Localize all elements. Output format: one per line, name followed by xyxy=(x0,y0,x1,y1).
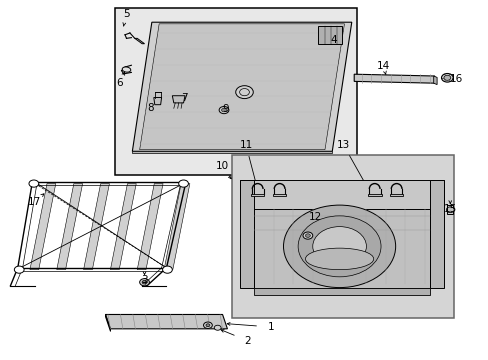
Polygon shape xyxy=(389,194,403,196)
Polygon shape xyxy=(353,74,434,83)
Text: 9: 9 xyxy=(222,104,229,114)
Circle shape xyxy=(140,279,149,286)
Polygon shape xyxy=(140,24,344,150)
Polygon shape xyxy=(254,288,429,295)
Polygon shape xyxy=(163,184,189,270)
Text: 17: 17 xyxy=(28,197,41,207)
Circle shape xyxy=(178,180,188,187)
Polygon shape xyxy=(137,184,163,270)
Circle shape xyxy=(203,322,212,328)
Circle shape xyxy=(303,232,312,239)
Bar xyxy=(115,8,356,175)
Circle shape xyxy=(29,180,39,187)
Polygon shape xyxy=(317,26,341,44)
Circle shape xyxy=(305,234,310,237)
Polygon shape xyxy=(132,151,331,153)
Text: 2: 2 xyxy=(244,336,250,346)
Circle shape xyxy=(142,280,147,284)
Polygon shape xyxy=(30,184,56,270)
Circle shape xyxy=(162,266,172,273)
Text: 15: 15 xyxy=(443,204,456,215)
Polygon shape xyxy=(433,76,436,85)
Circle shape xyxy=(235,86,253,99)
Polygon shape xyxy=(57,184,82,270)
Polygon shape xyxy=(110,184,136,270)
Text: 10: 10 xyxy=(215,161,228,171)
Polygon shape xyxy=(172,96,184,103)
Polygon shape xyxy=(254,209,429,288)
Polygon shape xyxy=(132,22,351,151)
Ellipse shape xyxy=(122,67,130,72)
Text: 14: 14 xyxy=(376,61,389,71)
Text: 16: 16 xyxy=(448,74,462,84)
Circle shape xyxy=(441,73,452,82)
Polygon shape xyxy=(250,194,264,196)
Text: 1: 1 xyxy=(267,322,274,332)
Polygon shape xyxy=(83,184,109,270)
Text: 6: 6 xyxy=(116,78,123,88)
Polygon shape xyxy=(135,39,144,44)
Text: 7: 7 xyxy=(181,93,187,103)
Circle shape xyxy=(14,266,24,273)
Polygon shape xyxy=(447,205,452,214)
Text: 13: 13 xyxy=(336,140,349,150)
Polygon shape xyxy=(105,315,110,331)
Circle shape xyxy=(443,75,450,80)
Text: 11: 11 xyxy=(239,140,252,150)
Circle shape xyxy=(205,324,209,327)
Circle shape xyxy=(239,89,249,96)
Polygon shape xyxy=(367,194,381,196)
Polygon shape xyxy=(154,98,161,105)
Circle shape xyxy=(219,107,228,114)
Text: 3: 3 xyxy=(141,275,147,285)
Text: 12: 12 xyxy=(308,212,321,221)
Text: 8: 8 xyxy=(147,103,153,113)
Circle shape xyxy=(214,325,221,330)
Text: 5: 5 xyxy=(122,9,129,19)
Circle shape xyxy=(221,108,226,112)
Circle shape xyxy=(283,205,395,288)
Circle shape xyxy=(312,226,366,266)
Circle shape xyxy=(446,207,453,213)
Bar xyxy=(232,155,453,318)
Polygon shape xyxy=(239,180,444,209)
Polygon shape xyxy=(239,180,254,288)
Polygon shape xyxy=(272,194,286,196)
Polygon shape xyxy=(429,180,444,288)
Ellipse shape xyxy=(305,248,373,270)
Polygon shape xyxy=(105,315,227,329)
Text: 4: 4 xyxy=(330,35,336,45)
Circle shape xyxy=(298,216,380,277)
